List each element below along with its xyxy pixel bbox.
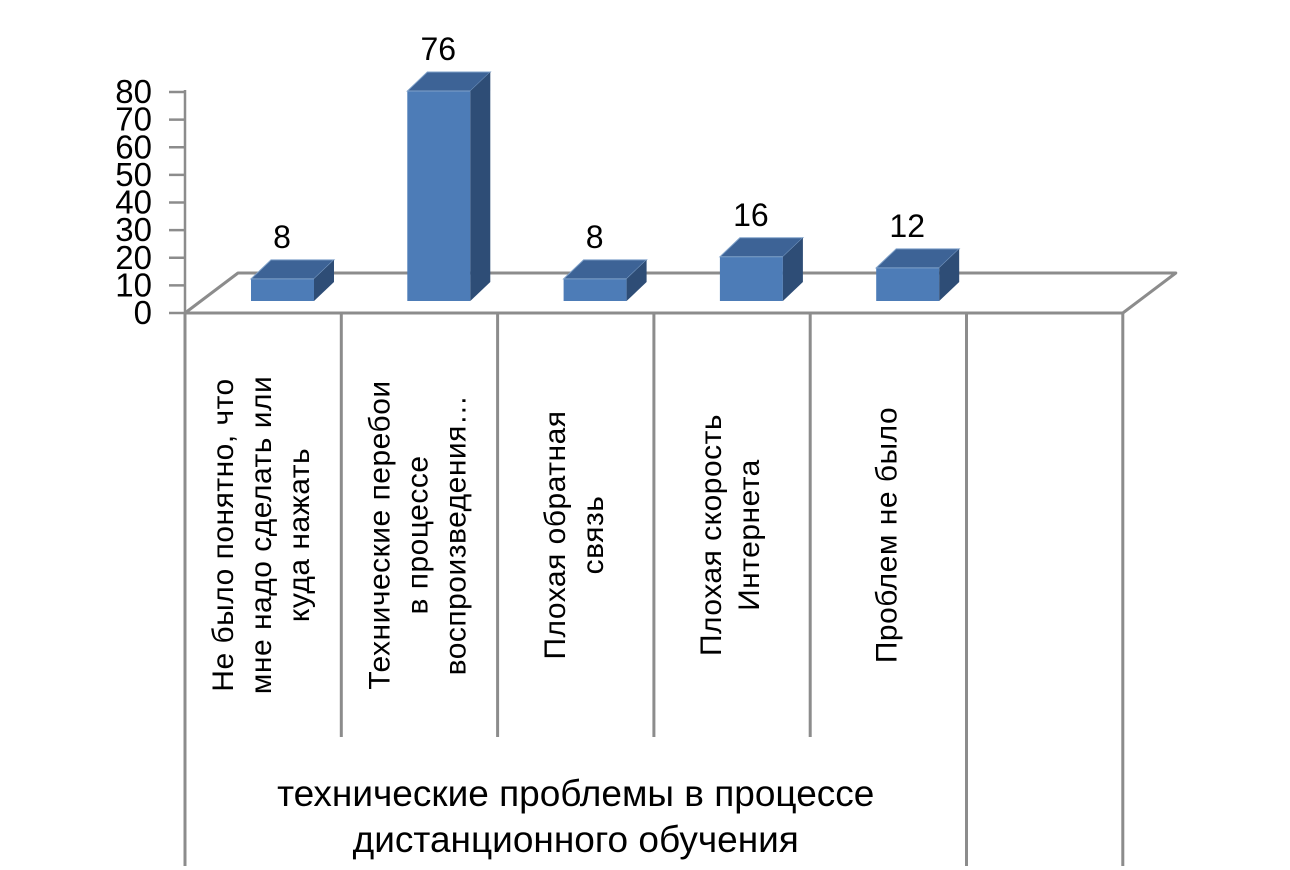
category-label-line: Плохая скорость — [695, 414, 728, 656]
y-tick-label: 80 — [115, 73, 152, 110]
category-label-line: воспроизведения… — [439, 395, 472, 676]
bar-2: 76 — [406, 31, 492, 301]
bar-front-face — [876, 267, 940, 301]
y-tick-label: 20 — [115, 239, 152, 276]
y-tick-label: 0 — [134, 294, 152, 331]
category-label-line: Интернета — [733, 459, 766, 611]
y-tick-label: 50 — [115, 156, 152, 193]
bar-side-face — [939, 248, 960, 301]
bar-value-label: 8 — [273, 219, 291, 255]
bar-side-face — [314, 259, 334, 301]
category-label-line: Проблем не было — [870, 407, 903, 663]
bar-front-face — [563, 278, 627, 301]
bar-front-face — [251, 278, 314, 301]
bar-value-label: 8 — [586, 219, 604, 255]
bar-side-face — [626, 259, 647, 301]
bar-side-face — [782, 237, 803, 301]
bar-value-label: 16 — [733, 197, 769, 233]
bar-value-label: 76 — [421, 31, 457, 67]
y-tick-label: 70 — [115, 101, 152, 138]
bar-front-face — [407, 91, 471, 301]
bar-3: 8 — [562, 219, 648, 301]
bar-side-face — [470, 72, 491, 301]
bar-5: 12 — [874, 208, 961, 301]
category-label-line: Технические перебои — [363, 380, 396, 689]
x-axis-group-label-line: дистанционного обучения — [353, 819, 799, 860]
y-tick-label: 60 — [115, 128, 152, 165]
bar-front-face — [719, 256, 783, 301]
category-label-line: связь — [577, 496, 610, 575]
y-tick-label: 40 — [115, 184, 152, 221]
category-label-line: Не было понятно, что — [207, 378, 240, 691]
bar-value-label: 12 — [889, 208, 925, 244]
bar-1: 8 — [249, 219, 336, 301]
x-axis-group-label-line: технические проблемы в процессе — [277, 773, 874, 814]
bar-4: 16 — [718, 197, 805, 301]
y-tick-label: 10 — [115, 266, 152, 303]
category-label-line: мне надо сделать или — [245, 376, 278, 694]
category-label-line: Плохая обратная — [539, 411, 572, 660]
category-label-line: куда нажать — [283, 448, 316, 622]
category-label-line: в процессе — [401, 455, 434, 614]
y-tick-label: 30 — [115, 211, 152, 248]
